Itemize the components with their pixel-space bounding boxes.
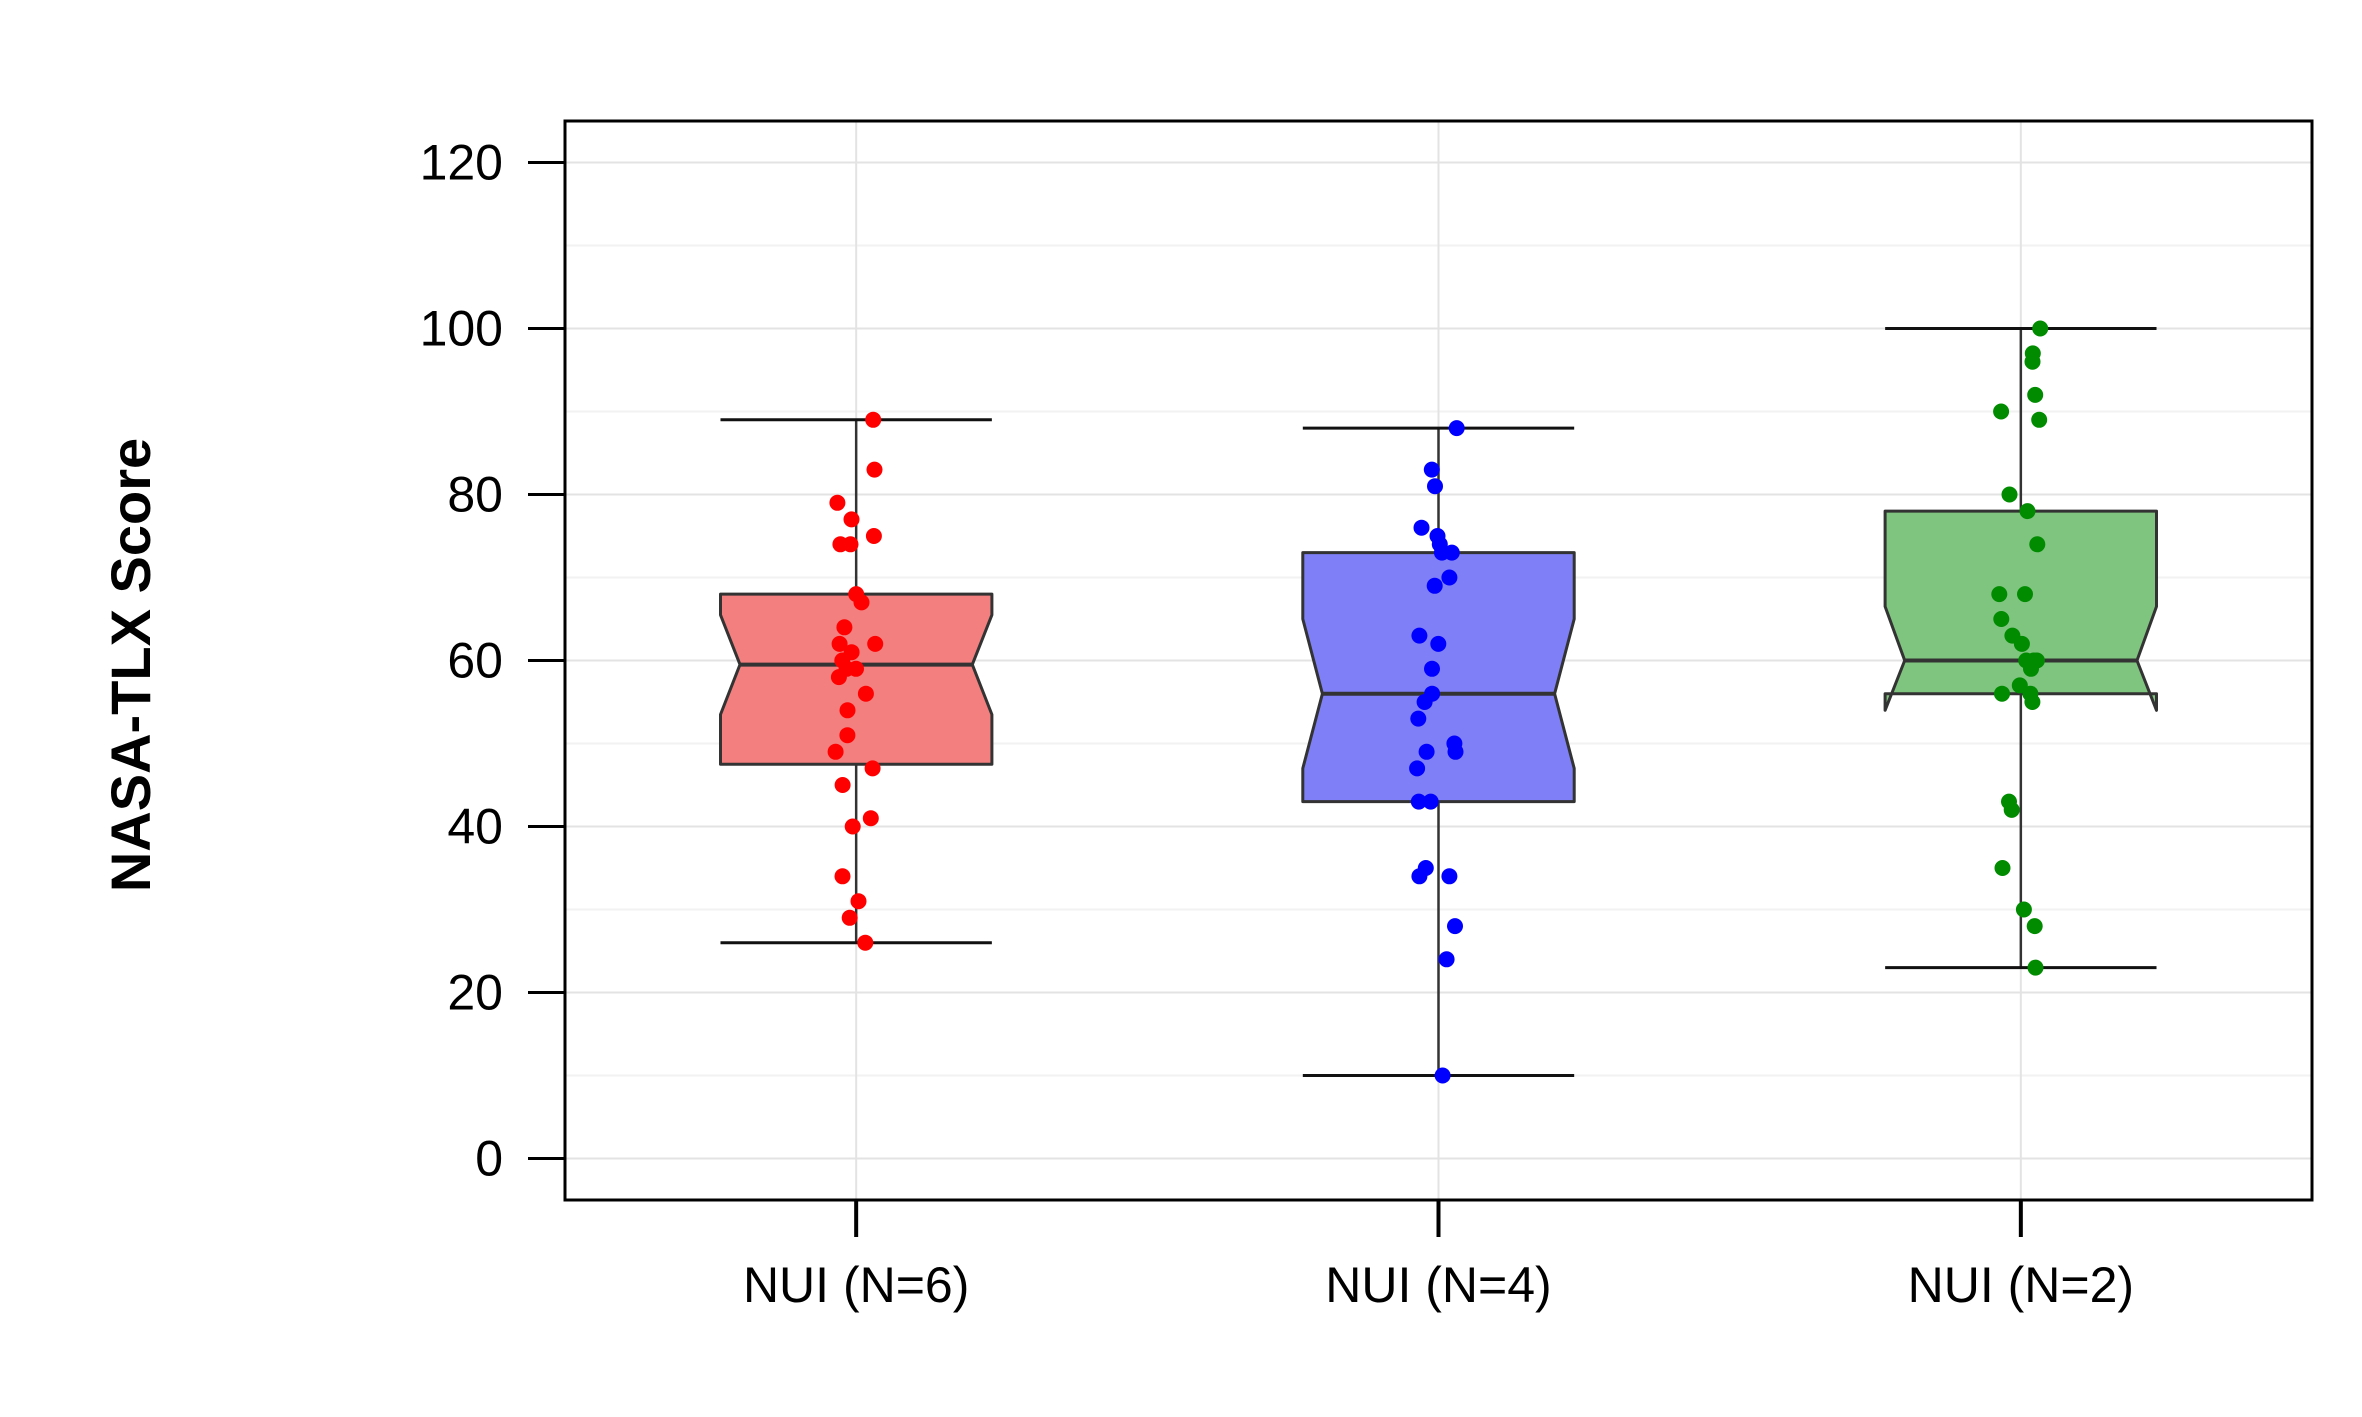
box-red xyxy=(719,592,994,766)
data-point-red xyxy=(857,934,874,951)
data-point-red xyxy=(836,619,853,636)
data-point-blue xyxy=(1447,918,1463,935)
data-point-blue xyxy=(1426,577,1443,594)
data-point-blue xyxy=(1418,743,1435,760)
y-tick-label: 100 xyxy=(420,301,503,357)
data-point-green xyxy=(2019,503,2036,520)
data-point-blue xyxy=(1411,868,1428,885)
data-point-red xyxy=(829,494,846,511)
data-point-red xyxy=(834,868,851,885)
data-point-blue xyxy=(1438,951,1455,968)
data-point-red xyxy=(866,461,883,478)
data-point-red xyxy=(843,511,860,528)
data-point-blue xyxy=(1413,519,1430,536)
data-point-red xyxy=(850,893,867,910)
axis-layer: 0 20 40 60 80 100 120 NUI (N=6) NUI (N=4) NUI (N=… xyxy=(420,135,2134,1314)
data-point-blue xyxy=(1447,743,1464,760)
data-point-red xyxy=(839,727,856,744)
data-point-blue xyxy=(1410,793,1427,810)
data-point-green xyxy=(2032,320,2049,337)
data-point-green xyxy=(2023,660,2039,677)
data-point-red xyxy=(841,909,858,926)
data-point-blue xyxy=(1423,461,1440,478)
data-point-blue xyxy=(1411,627,1428,644)
y-tick-label: 120 xyxy=(420,135,503,191)
data-point-green xyxy=(1991,586,2008,603)
data-point-red xyxy=(831,635,848,652)
data-point-green xyxy=(2027,386,2044,403)
data-point-green xyxy=(1994,860,2011,876)
data-point-red xyxy=(834,777,851,793)
data-point-red xyxy=(844,818,861,835)
y-tick-label: 80 xyxy=(447,467,503,523)
box-layer xyxy=(719,327,2158,1077)
data-point-red xyxy=(865,528,882,544)
data-point-green xyxy=(1994,685,2010,702)
data-point-green xyxy=(2013,635,2030,652)
data-point-blue xyxy=(1427,478,1443,495)
data-point-red xyxy=(842,536,859,553)
data-point-blue xyxy=(1441,569,1458,586)
data-point-blue xyxy=(1416,694,1433,710)
data-point-blue xyxy=(1434,1067,1451,1084)
y-tick-label: 60 xyxy=(447,633,503,689)
data-point-green xyxy=(2003,801,2020,818)
data-point-red xyxy=(864,760,881,777)
data-point-blue xyxy=(1433,544,1450,561)
data-point-red xyxy=(830,669,847,686)
data-point-blue xyxy=(1448,420,1465,437)
data-point-green xyxy=(2029,536,2046,553)
data-point-red xyxy=(862,810,879,827)
data-point-blue xyxy=(1409,760,1426,777)
data-point-blue xyxy=(1441,868,1458,885)
y-tick-label: 0 xyxy=(475,1131,503,1187)
data-point-green xyxy=(2001,486,2018,503)
y-tick-label: 40 xyxy=(447,799,503,855)
data-point-red xyxy=(853,594,870,611)
data-point-green xyxy=(2026,918,2043,935)
x-tick-label: NUI (N=6) xyxy=(743,1257,969,1313)
data-point-green xyxy=(2017,586,2033,603)
data-point-red xyxy=(857,685,874,702)
data-point-red xyxy=(827,743,844,760)
box-blue xyxy=(1301,551,1576,804)
data-point-red xyxy=(865,411,882,428)
x-tick-label: NUI (N=4) xyxy=(1325,1257,1551,1313)
data-point-green xyxy=(1993,403,2010,420)
data-point-blue xyxy=(1410,710,1427,727)
point-layer xyxy=(827,320,2049,1084)
data-point-green xyxy=(2015,901,2032,918)
y-axis-label: NASA-TLX Score xyxy=(99,438,162,892)
y-tick-label: 20 xyxy=(447,965,503,1021)
data-point-green xyxy=(2024,694,2041,710)
data-point-green xyxy=(1993,611,2010,627)
data-point-red xyxy=(867,635,884,652)
data-point-red xyxy=(839,702,856,719)
data-point-blue xyxy=(1422,793,1439,810)
data-point-green xyxy=(2027,959,2044,976)
data-point-blue xyxy=(1424,660,1440,677)
x-tick-label: NUI (N=2) xyxy=(1908,1257,2134,1313)
data-point-blue xyxy=(1430,635,1447,652)
data-point-green xyxy=(2031,411,2048,428)
data-point-green xyxy=(2024,353,2041,370)
